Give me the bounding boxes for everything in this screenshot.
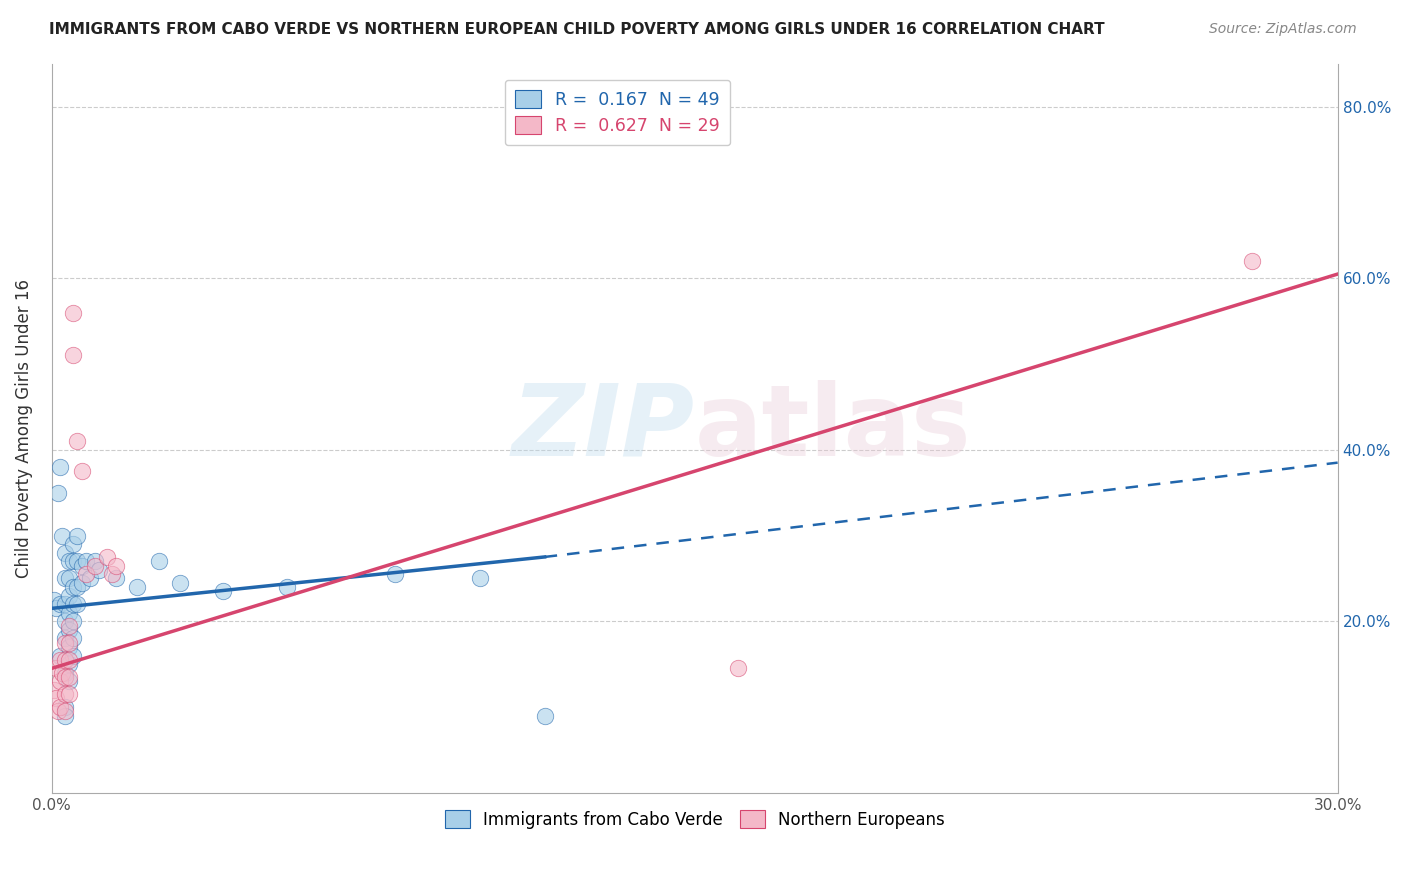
Point xyxy=(45,601,67,615)
Point xyxy=(1240,254,1263,268)
Point xyxy=(58,554,80,568)
Point xyxy=(276,580,298,594)
Point xyxy=(53,704,76,718)
Point xyxy=(62,554,84,568)
Text: IMMIGRANTS FROM CABO VERDE VS NORTHERN EUROPEAN CHILD POVERTY AMONG GIRLS UNDER : IMMIGRANTS FROM CABO VERDE VS NORTHERN E… xyxy=(49,22,1105,37)
Point xyxy=(58,623,80,637)
Point xyxy=(66,580,89,594)
Point xyxy=(105,558,128,573)
Point xyxy=(58,606,80,620)
Point xyxy=(46,485,69,500)
Point xyxy=(45,691,67,706)
Point xyxy=(42,592,65,607)
Point xyxy=(49,700,72,714)
Point xyxy=(58,657,80,671)
Point xyxy=(53,546,76,560)
Point xyxy=(46,704,69,718)
Point xyxy=(58,589,80,603)
Point xyxy=(51,528,73,542)
Point xyxy=(58,674,80,689)
Point xyxy=(70,575,93,590)
Y-axis label: Child Poverty Among Girls Under 16: Child Poverty Among Girls Under 16 xyxy=(15,279,32,578)
Point xyxy=(62,614,84,628)
Point xyxy=(66,554,89,568)
Point xyxy=(96,549,118,564)
Point xyxy=(66,597,89,611)
Point xyxy=(53,597,76,611)
Point xyxy=(470,571,492,585)
Text: Source: ZipAtlas.com: Source: ZipAtlas.com xyxy=(1209,22,1357,37)
Legend: Immigrants from Cabo Verde, Northern Europeans: Immigrants from Cabo Verde, Northern Eur… xyxy=(439,804,952,835)
Point xyxy=(58,635,80,649)
Point xyxy=(49,459,72,474)
Point xyxy=(49,648,72,663)
Text: atlas: atlas xyxy=(695,380,972,477)
Point xyxy=(533,708,555,723)
Point xyxy=(727,661,749,675)
Point xyxy=(53,665,76,680)
Point xyxy=(58,687,80,701)
Point xyxy=(384,567,406,582)
Point xyxy=(66,434,89,449)
Point xyxy=(53,632,76,646)
Point xyxy=(79,571,101,585)
Point xyxy=(169,575,191,590)
Point xyxy=(58,618,80,632)
Point xyxy=(62,580,84,594)
Point xyxy=(49,597,72,611)
Point xyxy=(58,653,80,667)
Point xyxy=(212,584,235,599)
Point xyxy=(49,674,72,689)
Point xyxy=(62,349,84,363)
Point xyxy=(66,528,89,542)
Point xyxy=(70,558,93,573)
Point xyxy=(75,554,97,568)
Point xyxy=(62,305,84,319)
Point xyxy=(83,558,105,573)
Text: ZIP: ZIP xyxy=(512,380,695,477)
Point xyxy=(58,571,80,585)
Point xyxy=(58,670,80,684)
Point xyxy=(62,648,84,663)
Point xyxy=(105,571,128,585)
Point xyxy=(148,554,170,568)
Point xyxy=(127,580,149,594)
Point xyxy=(53,708,76,723)
Point xyxy=(87,563,110,577)
Point xyxy=(53,687,76,701)
Point xyxy=(53,571,76,585)
Point xyxy=(62,632,84,646)
Point xyxy=(51,665,73,680)
Point xyxy=(53,700,76,714)
Point xyxy=(100,567,122,582)
Point xyxy=(49,653,72,667)
Point xyxy=(75,567,97,582)
Point xyxy=(53,614,76,628)
Point xyxy=(53,670,76,684)
Point xyxy=(83,554,105,568)
Point xyxy=(62,597,84,611)
Point xyxy=(45,661,67,675)
Point xyxy=(58,640,80,654)
Point xyxy=(53,653,76,667)
Point xyxy=(70,464,93,478)
Point xyxy=(53,635,76,649)
Point xyxy=(42,682,65,697)
Point xyxy=(62,537,84,551)
